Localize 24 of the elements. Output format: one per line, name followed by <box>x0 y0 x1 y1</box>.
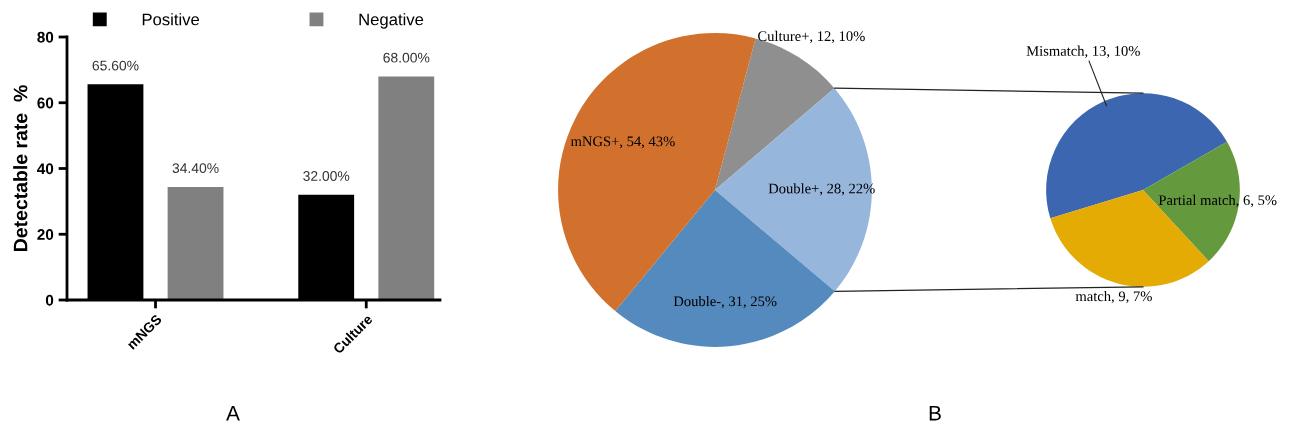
legend-label: Positive <box>142 13 200 26</box>
y-axis-title: Detectable rate % <box>13 85 28 251</box>
data-label: 34.40% <box>172 163 219 174</box>
slice-label: Partial match, 6, 5% <box>1158 194 1277 208</box>
slice-label: Culture+, 12, 10% <box>758 30 865 44</box>
slice-label: Mismatch, 13, 10% <box>1026 45 1140 58</box>
text: B <box>929 406 941 421</box>
bar <box>378 76 435 300</box>
slice-label: Double+, 28, 22% <box>768 183 875 196</box>
pie-slice <box>1143 141 1240 262</box>
y-tick-label: 60 <box>37 97 54 109</box>
y-tick-label: 20 <box>37 229 54 240</box>
y-tick-label: 40 <box>37 163 54 175</box>
y-tick-label: 0 <box>45 294 54 306</box>
bar <box>167 186 224 300</box>
text: A <box>226 406 240 421</box>
data-label: 32.00% <box>303 171 350 181</box>
data-label: 65.60% <box>92 60 139 71</box>
slice-label: mNGS+, 54, 43% <box>570 136 675 149</box>
slice-label: match, 9, 7% <box>1075 290 1152 304</box>
legend-label: Negative <box>359 13 424 29</box>
y-tick-label: 80 <box>37 31 54 43</box>
data-label: 68.00% <box>383 52 430 63</box>
slice-label: Double-, 31, 25% <box>673 295 777 309</box>
